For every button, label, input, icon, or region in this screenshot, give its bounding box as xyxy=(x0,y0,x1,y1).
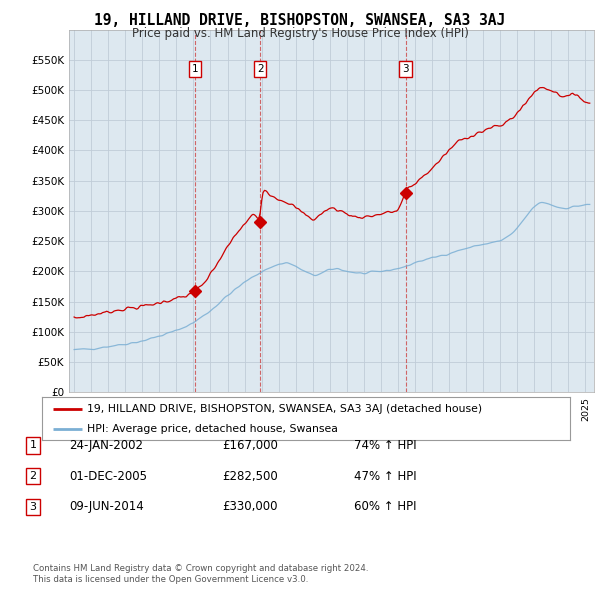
Text: 3: 3 xyxy=(402,64,409,74)
Text: 09-JUN-2014: 09-JUN-2014 xyxy=(69,500,144,513)
Text: £167,000: £167,000 xyxy=(222,439,278,452)
Text: 60% ↑ HPI: 60% ↑ HPI xyxy=(354,500,416,513)
Text: Contains HM Land Registry data © Crown copyright and database right 2024.: Contains HM Land Registry data © Crown c… xyxy=(33,565,368,573)
Text: 24-JAN-2002: 24-JAN-2002 xyxy=(69,439,143,452)
Text: 19, HILLAND DRIVE, BISHOPSTON, SWANSEA, SA3 3AJ: 19, HILLAND DRIVE, BISHOPSTON, SWANSEA, … xyxy=(94,13,506,28)
Text: £330,000: £330,000 xyxy=(222,500,277,513)
Text: 3: 3 xyxy=(29,502,37,512)
Text: 1: 1 xyxy=(191,64,198,74)
Text: This data is licensed under the Open Government Licence v3.0.: This data is licensed under the Open Gov… xyxy=(33,575,308,584)
Text: 2: 2 xyxy=(29,471,37,481)
Text: 74% ↑ HPI: 74% ↑ HPI xyxy=(354,439,416,452)
Text: 19, HILLAND DRIVE, BISHOPSTON, SWANSEA, SA3 3AJ (detached house): 19, HILLAND DRIVE, BISHOPSTON, SWANSEA, … xyxy=(87,404,482,414)
Text: HPI: Average price, detached house, Swansea: HPI: Average price, detached house, Swan… xyxy=(87,424,338,434)
Text: Price paid vs. HM Land Registry's House Price Index (HPI): Price paid vs. HM Land Registry's House … xyxy=(131,27,469,40)
Text: £282,500: £282,500 xyxy=(222,470,278,483)
Text: 1: 1 xyxy=(29,441,37,450)
Text: 47% ↑ HPI: 47% ↑ HPI xyxy=(354,470,416,483)
Text: 01-DEC-2005: 01-DEC-2005 xyxy=(69,470,147,483)
Text: 2: 2 xyxy=(257,64,263,74)
